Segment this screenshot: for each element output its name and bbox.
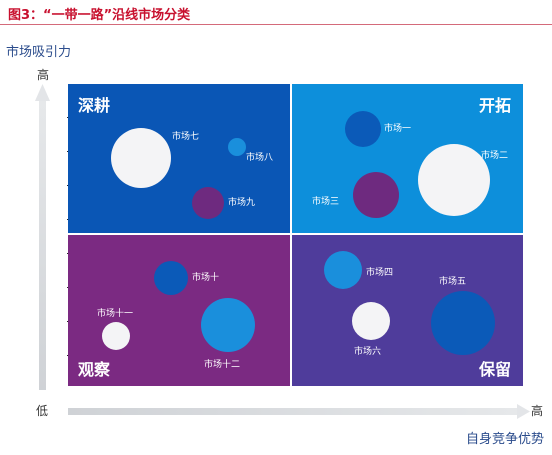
bubble-market-7 (111, 128, 171, 188)
y-axis-high-label: 高 (37, 68, 50, 82)
quadrant-plot: 深耕 开拓 观察 保留 市场七 市场八 市场九 市场一 市场二 市场三 市场十 … (68, 84, 523, 386)
market-label-3: 市场三 (312, 197, 340, 207)
figure-title: 图3：“一带一路”沿线市场分类 (8, 8, 191, 23)
bubble-market-8 (228, 138, 246, 156)
x-axis-arrow (68, 404, 530, 419)
axis-low-label: 低 (36, 404, 49, 418)
quadrant-label-bottom-right: 保留 (478, 360, 511, 379)
bubble-market-11 (102, 322, 130, 350)
market-label-2: 市场二 (481, 151, 509, 161)
quadrant-develop: 开拓 (291, 84, 523, 234)
market-label-11: 市场十一 (97, 309, 134, 319)
bubble-market-12 (201, 298, 255, 352)
quadrant-deep-cultivate: 深耕 (68, 84, 291, 234)
bubble-market-3 (353, 172, 399, 218)
bubble-market-2 (418, 144, 490, 216)
bubble-market-6 (352, 302, 390, 340)
x-axis-title: 自身竞争优势 (465, 432, 544, 447)
bubble-market-1 (345, 111, 381, 147)
bubble-market-5 (431, 291, 495, 355)
quadrant-observe: 观察 (68, 234, 291, 386)
market-label-1: 市场一 (384, 124, 412, 134)
quadrant-label-top-left: 深耕 (78, 96, 111, 115)
market-label-4: 市场四 (366, 268, 394, 278)
market-label-5: 市场五 (439, 277, 467, 287)
market-label-8: 市场八 (246, 153, 274, 163)
market-label-10: 市场十 (192, 273, 220, 283)
title-underline (0, 24, 552, 25)
x-axis-high-label: 高 (531, 404, 544, 418)
quadrant-divider-horizontal (68, 233, 523, 235)
market-label-9: 市场九 (228, 198, 256, 208)
market-label-12: 市场十二 (204, 360, 241, 370)
bubble-market-10 (154, 261, 188, 295)
bubble-market-4 (324, 251, 362, 289)
quadrant-divider-vertical (290, 84, 292, 386)
bubble-market-9 (192, 187, 224, 219)
y-axis-title: 市场吸引力 (6, 45, 72, 60)
market-label-7: 市场七 (172, 132, 200, 142)
y-axis-arrow (35, 84, 50, 390)
market-label-6: 市场六 (354, 347, 382, 357)
quadrant-label-top-right: 开拓 (478, 96, 511, 115)
quadrant-label-bottom-left: 观察 (78, 360, 111, 379)
